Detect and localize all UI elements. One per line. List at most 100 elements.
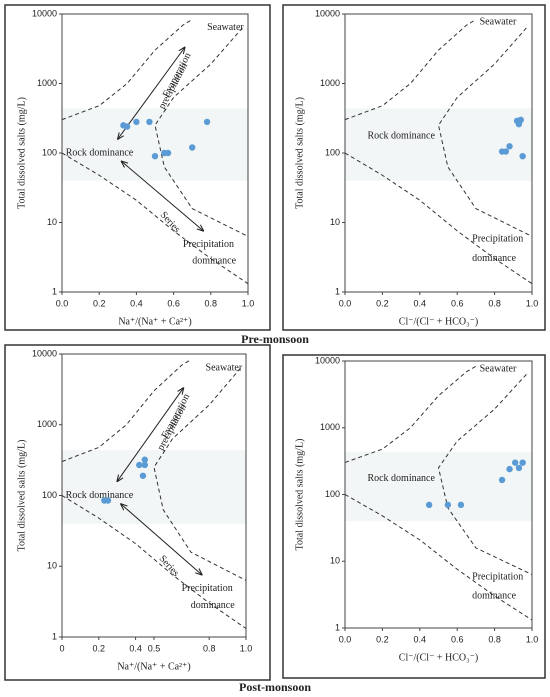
boundary-line <box>437 27 533 237</box>
caption: Pre-monsoon <box>241 332 309 346</box>
caption: Post-monsoon <box>239 680 311 694</box>
x-tick-label: 0.4 <box>130 298 143 308</box>
x-tick-label: 1.0 <box>242 298 255 308</box>
panel-border <box>282 354 546 679</box>
y-tick-label: 100 <box>325 489 340 499</box>
y-tick-label: 100 <box>42 147 57 157</box>
y-tick-label: 10 <box>47 561 57 571</box>
x-tick-label: 0.2 <box>93 643 106 653</box>
rock-band <box>62 450 246 524</box>
annotation: dominance <box>192 256 236 267</box>
arrow <box>118 47 185 139</box>
data-point <box>146 118 153 126</box>
arrow <box>117 388 183 481</box>
x-axis-label: Cl⁻/(Cl⁻ + HCO₃⁻) <box>399 652 478 663</box>
x-tick-label: 0.4 <box>129 643 142 653</box>
x-tick-label: 0.6 <box>167 298 180 308</box>
y-tick-label: 1 <box>52 631 57 641</box>
annotation: Rock dominance <box>367 473 435 484</box>
panel-border <box>282 4 546 331</box>
x-tick-label: 0.6 <box>451 298 464 308</box>
x-tick-label: 0.0 <box>339 298 352 308</box>
data-point <box>502 148 510 155</box>
data-point <box>519 152 526 160</box>
y-tick-label: 10 <box>330 556 340 566</box>
rock-band <box>345 451 532 522</box>
x-tick-label: 0.8 <box>205 298 218 308</box>
annotation: Seawater <box>480 363 517 374</box>
arrow <box>121 504 202 575</box>
data-point <box>519 459 526 466</box>
data-point <box>515 464 523 472</box>
annotation: Precipitation <box>183 239 234 250</box>
data-point <box>141 456 148 463</box>
y-tick-label: 10000 <box>315 355 340 365</box>
boundary-line <box>344 152 533 285</box>
x-tick-label: 0.6 <box>451 634 464 644</box>
x-tick-label: 0.0 <box>339 634 352 644</box>
annotation: Seawater <box>206 362 243 373</box>
annotation: dominance <box>472 590 516 601</box>
boundary-line <box>153 367 247 581</box>
y-tick-label: 10000 <box>32 348 57 358</box>
boundary-line <box>344 494 533 621</box>
panel: 1 10 100 1000 10000 0.0 0.2 0.4 0.6 0.8 1.0 Cl⁻/(Cl… <box>282 354 546 679</box>
rock-band <box>62 108 248 181</box>
y-tick-label: 10 <box>47 217 57 227</box>
x-axis-label: Na⁺/(Na⁺ + Ca²⁺) <box>117 661 190 672</box>
annotation: Rock dominance <box>66 147 134 158</box>
panel-border <box>4 344 271 681</box>
boundary-line <box>154 27 249 237</box>
x-tick-label: 0.2 <box>376 634 389 644</box>
data-point <box>457 501 465 509</box>
panel: 1 10 100 1000 10000 0 0.2 0.4 0.5 0.8 1.0 Na⁺/(Na⁺ … <box>4 344 271 681</box>
annotation: Series <box>157 553 182 579</box>
data-point <box>506 143 513 150</box>
annotation: Precipitation <box>472 233 523 244</box>
data-point <box>425 501 433 509</box>
data-point <box>104 497 112 504</box>
y-tick-label: 10 <box>330 217 340 227</box>
x-tick-label: 0.0 <box>56 298 69 308</box>
y-tick-label: 10000 <box>32 8 57 18</box>
annotation: Rock dominance <box>66 490 134 501</box>
y-axis-label: Total dissolved salts (mg/L) <box>16 440 27 552</box>
y-tick-label: 1 <box>335 286 340 296</box>
y-tick-label: 1 <box>52 286 57 296</box>
x-tick-label: 0 <box>59 643 64 653</box>
y-axis-label: Total dissolved salts (mg/L) <box>294 97 305 209</box>
data-point <box>498 476 506 484</box>
annotation: Precipitation <box>182 583 233 594</box>
data-point <box>133 118 140 126</box>
boundary-line <box>437 374 533 576</box>
x-tick-label: 0.8 <box>488 634 501 644</box>
y-tick-label: 1000 <box>37 419 57 429</box>
x-tick-label: 0.2 <box>93 298 106 308</box>
data-point <box>141 461 148 469</box>
data-point <box>511 459 519 466</box>
x-tick-label: 1.0 <box>526 298 539 308</box>
y-tick-label: 1000 <box>320 422 340 432</box>
data-point <box>151 152 159 160</box>
y-tick-label: 1000 <box>37 78 57 88</box>
data-point <box>444 501 452 509</box>
x-tick-label: 0.5 <box>148 643 161 653</box>
annotation: Seawater <box>480 17 517 28</box>
data-point <box>139 472 147 479</box>
x-axis-label: Na⁺/(Na⁺ + Ca²⁺) <box>118 316 191 327</box>
x-tick-label: 1.0 <box>526 634 539 644</box>
y-axis-label: Total dissolved salts (mg/L) <box>16 97 27 209</box>
x-tick-label: 0.8 <box>488 298 501 308</box>
y-tick-label: 10000 <box>315 8 340 18</box>
panel: 1 10 100 1000 10000 0.0 0.2 0.4 0.6 0.8 1.0 Na⁺/(Na… <box>4 4 271 331</box>
x-tick-label: 0.2 <box>376 298 389 308</box>
annotation: dominance <box>191 600 235 611</box>
y-axis-label: Total dissolved salts (mg/L) <box>294 439 305 551</box>
data-point <box>189 144 196 151</box>
y-tick-label: 100 <box>325 147 340 157</box>
boundary-line <box>344 19 477 121</box>
data-point <box>203 118 211 126</box>
y-tick-label: 1 <box>335 622 340 632</box>
data-point <box>123 123 131 130</box>
